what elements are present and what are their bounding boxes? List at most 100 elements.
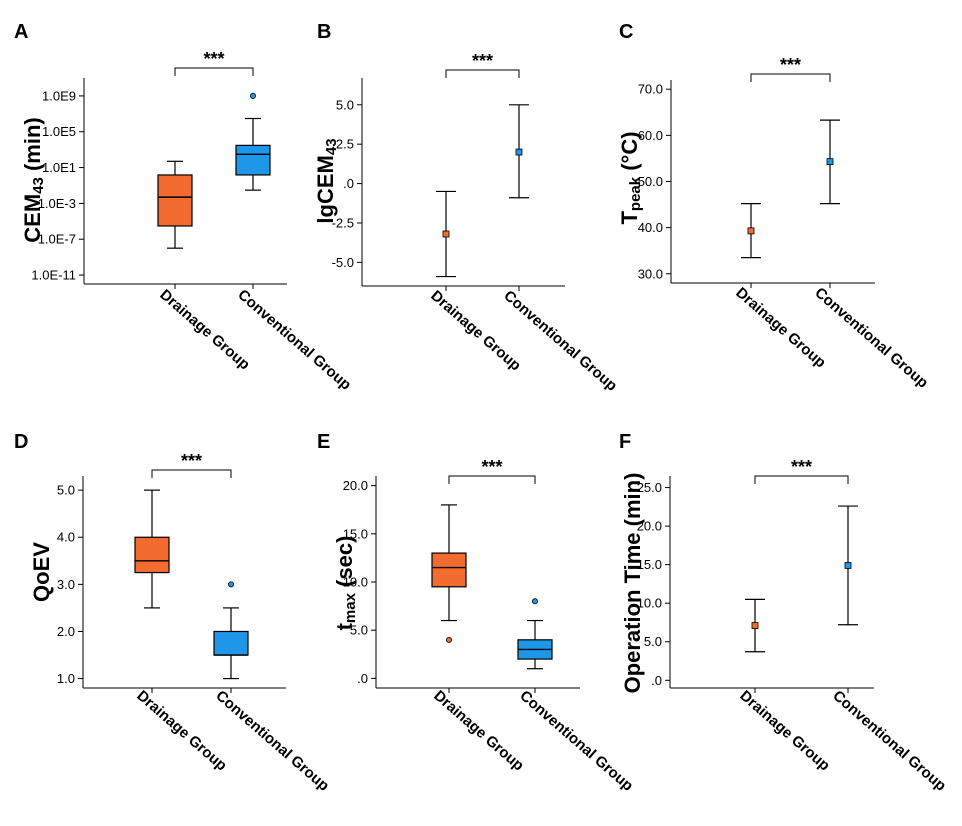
y-axis-label: CEM43 (min) bbox=[20, 117, 47, 242]
y-tick-label: 1.0E1 bbox=[42, 160, 76, 175]
significance-bracket bbox=[174, 67, 254, 76]
y-axis-label-main: t bbox=[332, 622, 357, 630]
significance-label: *** bbox=[791, 457, 812, 477]
errorbar-conventional bbox=[838, 505, 858, 626]
y-tick-label: 25.0 bbox=[637, 480, 662, 495]
y-axis-label-subscript: 43 bbox=[30, 177, 47, 194]
significance-label: *** bbox=[203, 49, 224, 69]
category-label: Conventional Group bbox=[829, 687, 949, 794]
panel-letter: D bbox=[14, 431, 28, 453]
box-iqr bbox=[235, 144, 271, 176]
mean-marker bbox=[844, 562, 852, 569]
significance-bracket bbox=[750, 73, 831, 82]
category-label: Conventional Group bbox=[212, 687, 332, 794]
significance-label: *** bbox=[181, 451, 202, 471]
y-axis-label-subscript: max bbox=[342, 592, 359, 623]
y-tick-label: .0 bbox=[357, 671, 368, 686]
mean-marker bbox=[747, 227, 755, 235]
y-axis-label-main: Operation Time (min) bbox=[620, 473, 645, 694]
mean-marker bbox=[751, 622, 759, 629]
box-conventional bbox=[517, 598, 553, 670]
y-tick-label: 5.0 bbox=[644, 634, 662, 649]
y-tick-label: 1.0E-7 bbox=[38, 232, 76, 247]
outlier-point bbox=[227, 581, 234, 588]
panel-e: E 20.0 15.0 10.0 5.0 .0 tmax (sec) Drainage Gro… bbox=[317, 431, 636, 795]
y-axis-label: Operation Time (min) bbox=[620, 473, 645, 694]
panel-letter: C bbox=[619, 21, 633, 43]
box-iqr bbox=[431, 552, 467, 588]
y-tick-label: 40.0 bbox=[638, 220, 663, 235]
y-tick-label: 70.0 bbox=[638, 82, 663, 97]
significance-bracket bbox=[754, 475, 849, 484]
y-tick-label: 30.0 bbox=[638, 266, 663, 281]
y-tick-label: 20.0 bbox=[637, 519, 662, 534]
y-tick-label: 10.0 bbox=[343, 575, 368, 590]
y-tick-label: 10.0 bbox=[637, 596, 662, 611]
y-tick-label: 60.0 bbox=[638, 128, 663, 143]
box-iqr bbox=[157, 174, 193, 227]
outlier-point bbox=[445, 636, 452, 643]
errorbar-conventional bbox=[820, 119, 840, 205]
significance-label: *** bbox=[472, 51, 493, 71]
y-axis-label: Tpeak (°C) bbox=[617, 131, 644, 224]
panel-letter: F bbox=[619, 431, 631, 453]
y-axis-label: QoEV bbox=[29, 542, 54, 602]
y-tick-label: 15.0 bbox=[637, 557, 662, 572]
mean-marker bbox=[826, 158, 834, 166]
y-tick-label: 3.0 bbox=[57, 577, 75, 592]
y-tick-label: 1.0 bbox=[57, 671, 75, 686]
panel-f: F 25.0 20.0 15.0 10.0 5.0 .0 Operation Time (mi… bbox=[619, 431, 949, 795]
panel-letter: E bbox=[317, 431, 330, 453]
y-tick-label: 4.0 bbox=[57, 530, 75, 545]
y-tick-label: 5.0 bbox=[350, 623, 368, 638]
box-conventional bbox=[235, 92, 271, 191]
panel-letter: A bbox=[14, 21, 28, 43]
y-tick-label: 1.0E-11 bbox=[31, 268, 76, 283]
category-label: Conventional Group bbox=[500, 287, 620, 394]
box-iqr bbox=[213, 630, 249, 656]
y-axis-label: tmax (sec) bbox=[332, 536, 359, 631]
y-tick-label: -5.0 bbox=[332, 255, 354, 270]
box-drainage bbox=[134, 489, 170, 609]
y-tick-label: 2.0 bbox=[57, 624, 75, 639]
significance-label: *** bbox=[481, 457, 502, 477]
y-axis-label-unit: (sec) bbox=[332, 536, 357, 593]
y-axis-label-main: T bbox=[617, 211, 642, 225]
significance-label: *** bbox=[780, 55, 801, 75]
y-tick-label: 15.0 bbox=[343, 526, 368, 541]
mean-marker bbox=[515, 148, 523, 156]
category-label: Conventional Group bbox=[234, 286, 354, 393]
y-axis-label-subscript: 43 bbox=[323, 138, 340, 155]
y-axis-label-subscript: peak bbox=[627, 176, 644, 211]
significance-bracket bbox=[448, 475, 536, 484]
box-conventional bbox=[213, 581, 249, 680]
errorbar-drainage bbox=[745, 598, 765, 653]
y-tick-label: .0 bbox=[651, 673, 662, 688]
y-tick-label: -2.5 bbox=[332, 215, 354, 230]
panel-letter: B bbox=[317, 21, 331, 43]
y-tick-label: 1.0E9 bbox=[42, 88, 76, 103]
outlier-point bbox=[249, 92, 256, 99]
y-tick-label: 50.0 bbox=[638, 174, 663, 189]
mean-marker bbox=[442, 230, 450, 238]
panel-a: A 1.0E9 1.0E5 1.0E1 1.0E-3 1.0E-7 1.0E-11 CEM43… bbox=[14, 21, 354, 394]
box-iqr bbox=[134, 536, 170, 574]
y-tick-label: 1.0E5 bbox=[42, 124, 76, 139]
box-drainage bbox=[157, 160, 193, 249]
y-axis-label-unit: (min) bbox=[20, 117, 45, 177]
category-label: Drainage Group bbox=[736, 687, 833, 774]
y-axis-label-unit: (°C) bbox=[617, 131, 642, 176]
y-tick-label: .0 bbox=[343, 176, 354, 191]
y-tick-label: 1.0E-3 bbox=[38, 196, 76, 211]
significance-bracket bbox=[445, 69, 520, 78]
category-label: Drainage Group bbox=[430, 687, 527, 774]
box-drainage bbox=[431, 504, 467, 643]
outlier-point bbox=[532, 598, 539, 605]
category-label: Conventional Group bbox=[811, 284, 931, 391]
y-tick-label: 2.5 bbox=[336, 137, 354, 152]
y-axis-label-main: QoEV bbox=[29, 542, 54, 602]
category-label: Conventional Group bbox=[516, 687, 636, 794]
